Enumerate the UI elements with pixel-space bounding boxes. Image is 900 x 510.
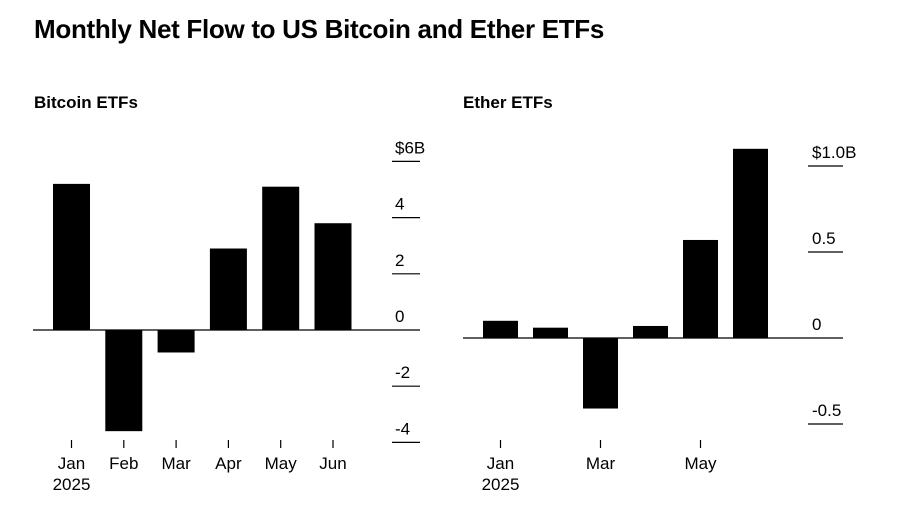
ether-ytick-label: $1.0B xyxy=(812,143,856,162)
bitcoin-ytick-label: $6B xyxy=(395,138,425,157)
bitcoin-bar-may xyxy=(262,186,300,330)
bitcoin-bar-jan xyxy=(53,183,90,330)
ether-bar-jan xyxy=(483,320,518,338)
ether-xtick-label: Mar xyxy=(586,454,616,473)
bitcoin-xtick-label: Mar xyxy=(161,454,191,473)
ether-panel-title: Ether ETFs xyxy=(463,93,553,112)
ether-bar-jun xyxy=(733,148,768,338)
ether-ytick-label: 0.5 xyxy=(812,229,836,248)
bitcoin-xtick-label: Apr xyxy=(215,454,242,473)
ether-bar-feb xyxy=(533,327,568,338)
bitcoin-xtick-label: May xyxy=(265,454,298,473)
bitcoin-xtick-label: Jun xyxy=(319,454,346,473)
bitcoin-bar-mar xyxy=(157,330,195,353)
ether-xtick-label: 2025 xyxy=(482,475,520,494)
bitcoin-ytick-label: 0 xyxy=(395,307,404,326)
ether-bar-apr xyxy=(633,325,668,338)
ether-ytick-label: -0.5 xyxy=(812,401,841,420)
bitcoin-panel-title: Bitcoin ETFs xyxy=(34,93,138,112)
bitcoin-bar-jun xyxy=(314,223,352,330)
bitcoin-ytick-label: 4 xyxy=(395,195,404,214)
bitcoin-xtick-label: 2025 xyxy=(53,475,91,494)
ether-bar-mar xyxy=(583,338,618,409)
bitcoin-ytick-label: 2 xyxy=(395,251,404,270)
bitcoin-ytick-label: -4 xyxy=(395,419,410,438)
bitcoin-bar-apr xyxy=(209,248,247,330)
chart-title: Monthly Net Flow to US Bitcoin and Ether… xyxy=(34,14,605,44)
ether-ytick-label: 0 xyxy=(812,315,821,334)
ether-xtick-label: Jan xyxy=(487,454,514,473)
ether-xtick-label: May xyxy=(684,454,717,473)
bitcoin-bar-feb xyxy=(105,330,143,432)
bitcoin-xtick-label: Jan xyxy=(58,454,85,473)
ether-bar-may xyxy=(683,239,718,338)
bitcoin-ytick-label: -2 xyxy=(395,363,410,382)
bitcoin-xtick-label: Feb xyxy=(109,454,138,473)
